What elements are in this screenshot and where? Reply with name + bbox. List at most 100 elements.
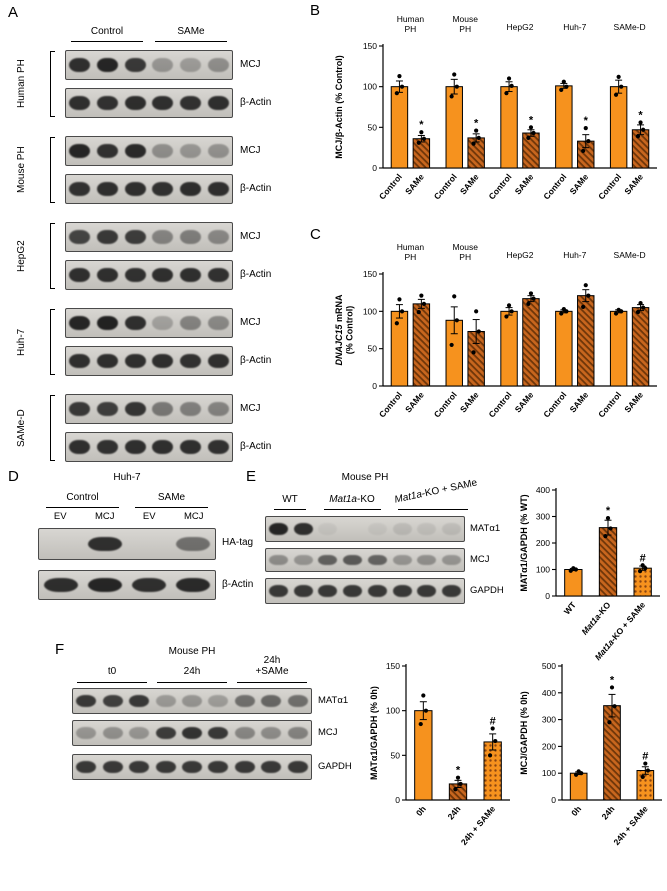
data-point bbox=[531, 130, 536, 136]
group-header: Mouse bbox=[452, 242, 478, 252]
x-tick-label: 0h bbox=[414, 804, 428, 818]
blot-band bbox=[69, 96, 91, 110]
header-underline bbox=[274, 509, 306, 510]
blot-band bbox=[124, 268, 146, 282]
header-underline bbox=[324, 509, 381, 510]
blot-band bbox=[234, 727, 255, 739]
lane-label: EV bbox=[53, 511, 67, 522]
blot-band bbox=[179, 96, 201, 110]
text-segment: Mat1a bbox=[393, 489, 424, 506]
data-point bbox=[613, 92, 619, 97]
data-point bbox=[476, 135, 481, 141]
text-segment: WT bbox=[282, 494, 298, 505]
x-tick-label: Control bbox=[432, 390, 459, 420]
data-point bbox=[531, 296, 536, 301]
blot-band bbox=[179, 58, 201, 72]
data-point bbox=[559, 311, 564, 316]
blot-band bbox=[207, 402, 229, 416]
group-header: PH bbox=[459, 252, 471, 262]
data-point bbox=[638, 120, 643, 125]
western-blot-strip bbox=[65, 50, 233, 80]
y-axis-label: MATα1/GAPDH (% WT) bbox=[519, 494, 529, 591]
bar bbox=[609, 86, 628, 169]
blot-band bbox=[129, 761, 150, 773]
significance-mark: * bbox=[638, 109, 643, 121]
blot-band bbox=[293, 585, 313, 597]
x-tick-label: Control bbox=[377, 172, 404, 202]
blot-band bbox=[207, 440, 229, 454]
blot-band bbox=[207, 268, 229, 282]
data-point bbox=[504, 91, 509, 96]
bar bbox=[564, 569, 583, 597]
data-point bbox=[474, 309, 479, 314]
blot-band bbox=[155, 695, 176, 707]
data-point bbox=[471, 350, 476, 355]
header-underline bbox=[71, 41, 143, 42]
bar bbox=[483, 741, 502, 801]
band-label: MCJ bbox=[240, 231, 261, 242]
blot-band bbox=[69, 402, 91, 416]
band-label: MCJ bbox=[240, 403, 261, 414]
blot-band bbox=[76, 695, 97, 707]
blot-band bbox=[76, 727, 97, 739]
blot-band bbox=[442, 523, 462, 535]
band-label: MCJ bbox=[240, 145, 261, 156]
group-header: SAMe-D bbox=[614, 250, 646, 260]
band-label: MCJ bbox=[240, 317, 261, 328]
panel-a-label: A bbox=[8, 4, 19, 21]
lane-header-wt: WT bbox=[265, 494, 315, 506]
blot-band bbox=[152, 230, 174, 244]
data-point bbox=[607, 720, 612, 725]
x-tick-label: Control bbox=[432, 172, 459, 202]
data-point bbox=[449, 94, 454, 99]
x-tick-label: 24h bbox=[599, 804, 616, 822]
lane-header-t0: t0 bbox=[107, 666, 117, 677]
x-tick-label: WT bbox=[562, 599, 579, 616]
blot-band bbox=[268, 585, 288, 597]
blot-band bbox=[207, 58, 229, 72]
data-point bbox=[637, 568, 643, 574]
x-tick-label: SAMe bbox=[622, 172, 645, 197]
data-point bbox=[416, 309, 421, 315]
data-point bbox=[635, 309, 641, 315]
blot-band bbox=[124, 182, 146, 196]
data-point bbox=[526, 301, 531, 306]
group-header: PH bbox=[459, 24, 471, 34]
data-point bbox=[454, 84, 459, 89]
significance-mark: * bbox=[610, 674, 615, 686]
blot-band bbox=[261, 695, 282, 707]
x-tick-label: 0h bbox=[569, 804, 583, 818]
blot-band bbox=[179, 182, 201, 196]
group-bracket bbox=[50, 137, 55, 203]
header-underline bbox=[155, 41, 227, 42]
panel-f-title: Mouse PH bbox=[168, 646, 216, 657]
group-header: HepG2 bbox=[507, 250, 534, 260]
group-bracket bbox=[50, 223, 55, 289]
western-blot-strip bbox=[65, 260, 233, 290]
lane-header-24h-same: 24h +SAMe bbox=[255, 655, 289, 677]
data-point bbox=[586, 139, 591, 144]
y-tick-label: 200 bbox=[536, 538, 550, 548]
western-blot-strip bbox=[65, 174, 233, 204]
western-blot-strip bbox=[38, 528, 216, 560]
cell-type-label: HepG2 bbox=[16, 240, 27, 272]
data-point bbox=[419, 293, 424, 298]
x-tick-label: SAMe bbox=[403, 172, 426, 197]
bar bbox=[522, 298, 540, 387]
x-tick-label: SAMe bbox=[567, 390, 590, 415]
western-blot-strip bbox=[265, 548, 465, 572]
western-blot-strip bbox=[72, 754, 312, 780]
y-axis-label: DNAJC15 mRNA bbox=[334, 294, 344, 366]
blot-band bbox=[152, 144, 174, 158]
blot-band bbox=[132, 578, 166, 592]
significance-mark: * bbox=[419, 119, 424, 131]
y-tick-label: 400 bbox=[542, 688, 556, 698]
y-axis-label: MATα1/GAPDH (% 0h) bbox=[369, 686, 379, 780]
data-point bbox=[453, 787, 458, 792]
x-tick-label: Mat1a-KO bbox=[579, 600, 612, 637]
data-point bbox=[416, 140, 421, 145]
blot-band bbox=[129, 727, 150, 739]
chart-mata1-gapdh-percent-wt: 0 100 200 300 400 MATα1/GAPDH (% WT) WT * Mat1a-… bbox=[518, 474, 665, 671]
